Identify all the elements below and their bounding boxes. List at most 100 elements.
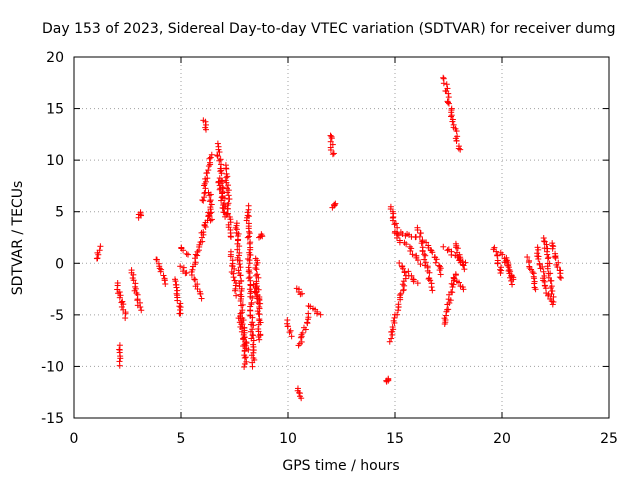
data-point-marker xyxy=(202,185,209,192)
data-point-marker xyxy=(160,272,167,279)
data-point-marker xyxy=(216,157,223,164)
data-point-marker xyxy=(215,179,222,186)
data-point-marker xyxy=(554,264,561,271)
data-point-marker xyxy=(284,323,291,330)
data-point-marker xyxy=(540,277,547,284)
data-point-marker xyxy=(242,342,249,349)
data-point-marker xyxy=(247,328,254,335)
data-point-marker xyxy=(453,128,460,135)
data-point-marker xyxy=(217,156,224,163)
data-point-marker xyxy=(493,248,500,255)
data-point-marker xyxy=(122,315,129,322)
data-point-marker xyxy=(196,241,203,248)
data-point-marker xyxy=(231,265,238,272)
data-point-marker xyxy=(300,324,307,331)
data-point-marker xyxy=(240,336,247,343)
data-point-marker xyxy=(134,297,141,304)
data-point-marker xyxy=(509,281,516,288)
data-point-marker xyxy=(460,286,467,293)
data-point-marker xyxy=(317,311,324,318)
data-point-marker xyxy=(253,266,260,273)
data-point-marker xyxy=(497,270,504,277)
data-point-marker xyxy=(448,251,455,258)
data-point-marker xyxy=(544,251,551,258)
data-point-marker xyxy=(180,264,187,271)
data-point-marker xyxy=(236,257,243,264)
chart-title: Day 153 of 2023, Sidereal Day-to-day VTE… xyxy=(42,21,616,37)
data-point-marker xyxy=(455,279,462,286)
data-point-marker xyxy=(433,256,440,263)
data-point-marker xyxy=(445,90,452,97)
data-point-marker xyxy=(395,301,402,308)
data-point-marker xyxy=(250,337,257,344)
data-point-marker xyxy=(460,262,467,269)
data-point-marker xyxy=(426,269,433,276)
data-point-marker xyxy=(391,314,398,321)
data-point-marker xyxy=(137,304,144,311)
data-point-marker xyxy=(549,245,556,252)
data-point-marker xyxy=(440,243,447,250)
data-point-marker xyxy=(499,251,506,258)
y-tick-label: 20 xyxy=(46,50,64,66)
data-point-marker xyxy=(449,118,456,125)
data-point-marker xyxy=(524,254,531,261)
data-point-marker xyxy=(448,112,455,119)
data-point-marker xyxy=(552,253,559,260)
data-point-marker xyxy=(494,260,501,267)
data-point-marker xyxy=(231,287,238,294)
data-point-marker xyxy=(214,152,221,159)
data-point-marker xyxy=(218,197,225,204)
data-point-marker xyxy=(507,274,514,281)
data-point-marker xyxy=(191,276,198,283)
data-point-marker xyxy=(252,264,259,271)
data-point-marker xyxy=(154,256,161,263)
data-point-marker xyxy=(416,233,423,240)
data-point-marker xyxy=(497,266,504,273)
data-point-marker xyxy=(197,290,204,297)
data-point-marker xyxy=(454,245,461,252)
data-point-marker xyxy=(201,190,208,197)
data-point-marker xyxy=(226,196,233,203)
data-point-marker xyxy=(177,310,184,317)
data-point-marker xyxy=(206,212,213,219)
data-point-marker xyxy=(227,253,234,260)
data-point-marker xyxy=(207,197,214,204)
data-point-marker xyxy=(394,224,401,231)
data-point-marker xyxy=(440,74,447,81)
data-point-marker xyxy=(417,261,424,268)
data-point-marker xyxy=(255,333,262,340)
data-point-marker xyxy=(526,265,533,272)
data-point-marker xyxy=(459,261,466,268)
data-point-marker xyxy=(224,210,231,217)
data-point-marker xyxy=(224,189,231,196)
y-tick-labels: -15 -10 -5 0 5 10 15 20 xyxy=(41,50,64,427)
data-point-marker xyxy=(394,311,401,318)
data-point-marker xyxy=(437,271,444,278)
data-point-marker xyxy=(233,292,240,299)
data-point-marker xyxy=(114,282,121,289)
data-point-marker xyxy=(327,146,334,153)
data-point-marker xyxy=(556,267,563,274)
data-point-marker xyxy=(218,161,225,168)
data-point-marker xyxy=(422,252,429,259)
data-point-marker xyxy=(543,241,550,248)
data-point-marker xyxy=(207,217,214,224)
data-point-marker xyxy=(246,260,253,267)
data-point-marker xyxy=(237,272,244,279)
data-point-marker xyxy=(453,137,460,144)
data-point-marker xyxy=(241,354,248,361)
data-point-marker xyxy=(421,251,428,258)
data-point-marker xyxy=(417,230,424,237)
data-point-marker xyxy=(192,276,199,283)
data-point-marker xyxy=(202,178,209,185)
data-point-marker xyxy=(257,300,264,307)
data-point-marker xyxy=(245,233,252,240)
data-point-marker xyxy=(537,265,544,272)
data-point-marker xyxy=(299,329,306,336)
data-point-marker xyxy=(247,246,254,253)
y-tick-label: -10 xyxy=(41,359,64,375)
data-point-marker xyxy=(253,288,260,295)
data-point-marker xyxy=(286,329,293,336)
data-point-marker xyxy=(399,281,406,288)
data-point-marker xyxy=(120,301,127,308)
